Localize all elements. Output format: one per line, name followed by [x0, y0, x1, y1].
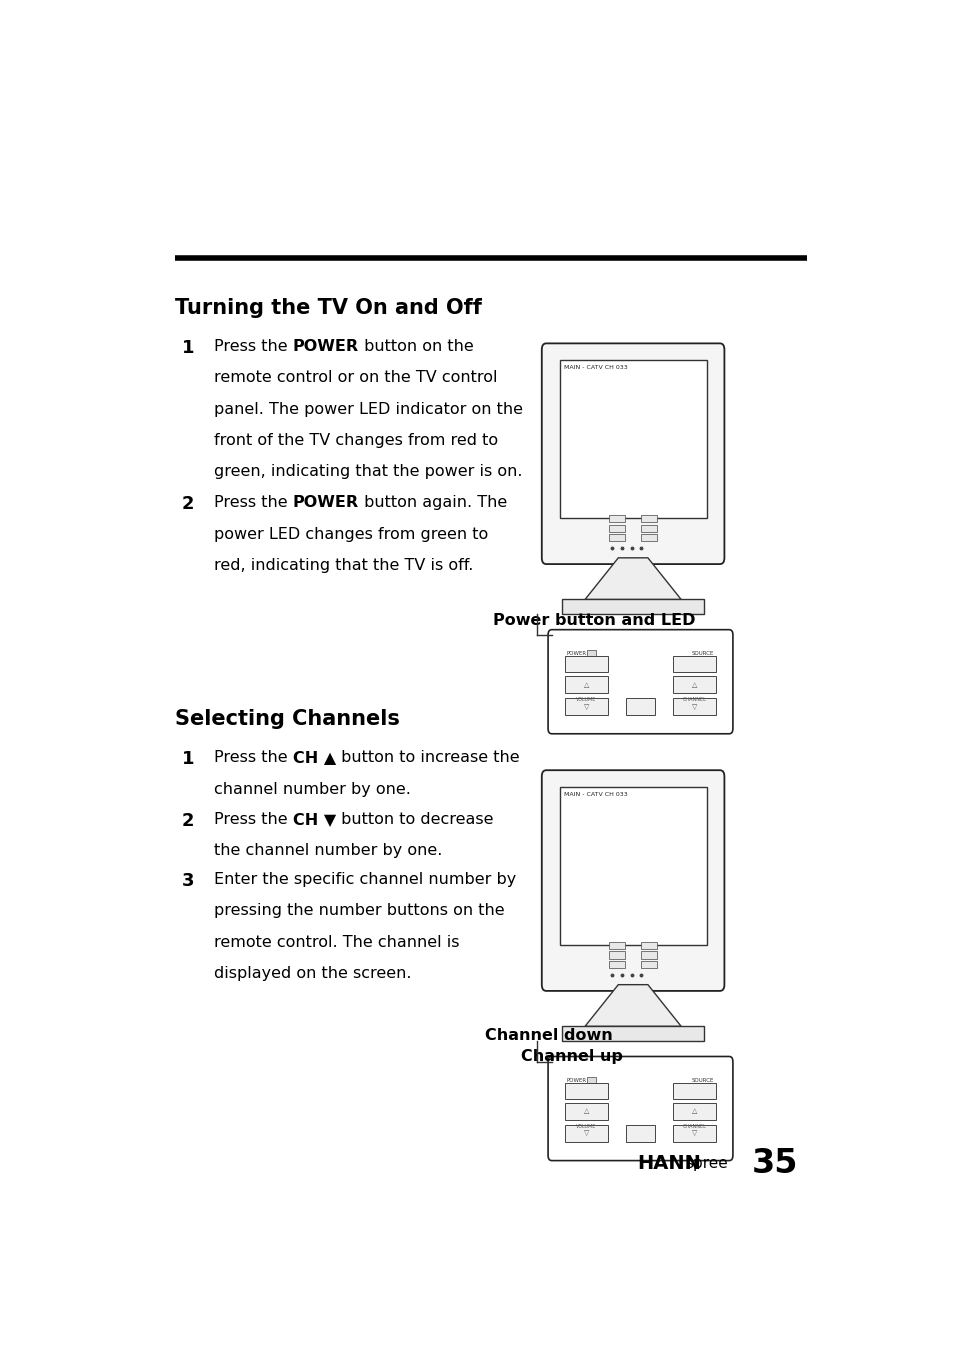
Bar — [564, 676, 607, 694]
Text: HANN: HANN — [637, 1155, 700, 1174]
Bar — [608, 534, 624, 541]
Text: SOURCE: SOURCE — [691, 652, 714, 656]
Bar — [640, 961, 657, 968]
Text: Press the: Press the — [213, 750, 293, 765]
Bar — [608, 525, 624, 531]
Bar — [564, 656, 607, 672]
Bar — [564, 1125, 607, 1142]
Bar — [672, 1103, 715, 1119]
Text: the channel number by one.: the channel number by one. — [213, 844, 442, 859]
Bar — [559, 360, 706, 518]
Text: spree: spree — [684, 1156, 727, 1171]
Text: ▽: ▽ — [583, 1130, 589, 1137]
Text: POWER: POWER — [566, 652, 586, 656]
Text: Channel down: Channel down — [485, 1029, 613, 1044]
Text: MAIN - CATV CH 033: MAIN - CATV CH 033 — [563, 365, 627, 370]
Bar — [640, 515, 657, 522]
Text: CH ▲: CH ▲ — [293, 750, 335, 765]
Bar — [564, 1103, 607, 1119]
Bar — [640, 952, 657, 959]
Text: POWER: POWER — [293, 339, 358, 354]
Text: Turning the TV On and Off: Turning the TV On and Off — [174, 297, 481, 318]
Text: Enter the specific channel number by: Enter the specific channel number by — [213, 872, 516, 887]
Text: channel number by one.: channel number by one. — [213, 781, 411, 796]
Bar — [640, 942, 657, 949]
Text: ▽: ▽ — [583, 703, 589, 710]
Text: ▽: ▽ — [691, 703, 697, 710]
Bar — [561, 1026, 703, 1041]
Text: remote control. The channel is: remote control. The channel is — [213, 934, 459, 949]
Text: △: △ — [583, 681, 589, 688]
Bar — [608, 515, 624, 522]
FancyBboxPatch shape — [541, 771, 723, 991]
Bar — [672, 1125, 715, 1142]
Text: Press the: Press the — [213, 339, 293, 354]
Text: panel. The power LED indicator on the: panel. The power LED indicator on the — [213, 402, 522, 416]
Text: remote control or on the TV control: remote control or on the TV control — [213, 370, 497, 385]
Text: green, indicating that the power is on.: green, indicating that the power is on. — [213, 464, 522, 479]
Text: MAIN - CATV CH 033: MAIN - CATV CH 033 — [563, 792, 627, 798]
Bar — [672, 656, 715, 672]
Text: button to increase the: button to increase the — [335, 750, 518, 765]
FancyBboxPatch shape — [547, 630, 732, 734]
Text: 2: 2 — [182, 495, 194, 514]
Text: CHANNEL: CHANNEL — [681, 698, 705, 702]
Text: Channel up: Channel up — [520, 1049, 622, 1064]
Text: △: △ — [691, 681, 697, 688]
Text: CH ▼: CH ▼ — [293, 811, 335, 827]
Text: CHANNEL: CHANNEL — [681, 1124, 705, 1129]
Text: △: △ — [691, 1109, 697, 1114]
Text: 3: 3 — [182, 872, 194, 890]
Bar — [608, 942, 624, 949]
Bar — [587, 650, 596, 658]
Text: Press the: Press the — [213, 811, 293, 827]
Bar — [625, 1125, 655, 1142]
Text: 1: 1 — [182, 750, 194, 768]
Text: pressing the number buttons on the: pressing the number buttons on the — [213, 903, 504, 918]
Text: displayed on the screen.: displayed on the screen. — [213, 965, 411, 982]
Bar — [640, 534, 657, 541]
Text: △: △ — [583, 1109, 589, 1114]
Bar — [672, 676, 715, 694]
Text: button to decrease: button to decrease — [335, 811, 493, 827]
Text: front of the TV changes from red to: front of the TV changes from red to — [213, 433, 497, 448]
Text: red, indicating that the TV is off.: red, indicating that the TV is off. — [213, 558, 473, 573]
Bar — [564, 1083, 607, 1099]
Text: 2: 2 — [182, 811, 194, 830]
Text: button on the: button on the — [358, 339, 473, 354]
Text: Power button and LED: Power button and LED — [492, 612, 695, 629]
Bar — [608, 961, 624, 968]
Polygon shape — [584, 558, 680, 599]
Bar — [672, 699, 715, 715]
Text: VOLUME: VOLUME — [576, 698, 596, 702]
Text: 1: 1 — [182, 339, 194, 357]
Text: Selecting Channels: Selecting Channels — [174, 708, 399, 729]
Bar — [608, 952, 624, 959]
Text: SOURCE: SOURCE — [691, 1078, 714, 1083]
Bar — [672, 1083, 715, 1099]
Text: VOLUME: VOLUME — [576, 1124, 596, 1129]
Polygon shape — [584, 984, 680, 1026]
Bar — [559, 787, 706, 945]
Bar — [561, 599, 703, 614]
Text: Press the: Press the — [213, 495, 293, 510]
Text: power LED changes from green to: power LED changes from green to — [213, 527, 488, 542]
Bar — [625, 699, 655, 715]
FancyBboxPatch shape — [541, 343, 723, 564]
Bar — [640, 525, 657, 531]
Text: ▽: ▽ — [691, 1130, 697, 1137]
FancyBboxPatch shape — [547, 1056, 732, 1160]
Bar — [564, 699, 607, 715]
Text: POWER: POWER — [293, 495, 358, 510]
Text: button again. The: button again. The — [358, 495, 506, 510]
Text: 35: 35 — [751, 1148, 797, 1180]
Text: POWER: POWER — [566, 1078, 586, 1083]
Bar — [587, 1078, 596, 1084]
